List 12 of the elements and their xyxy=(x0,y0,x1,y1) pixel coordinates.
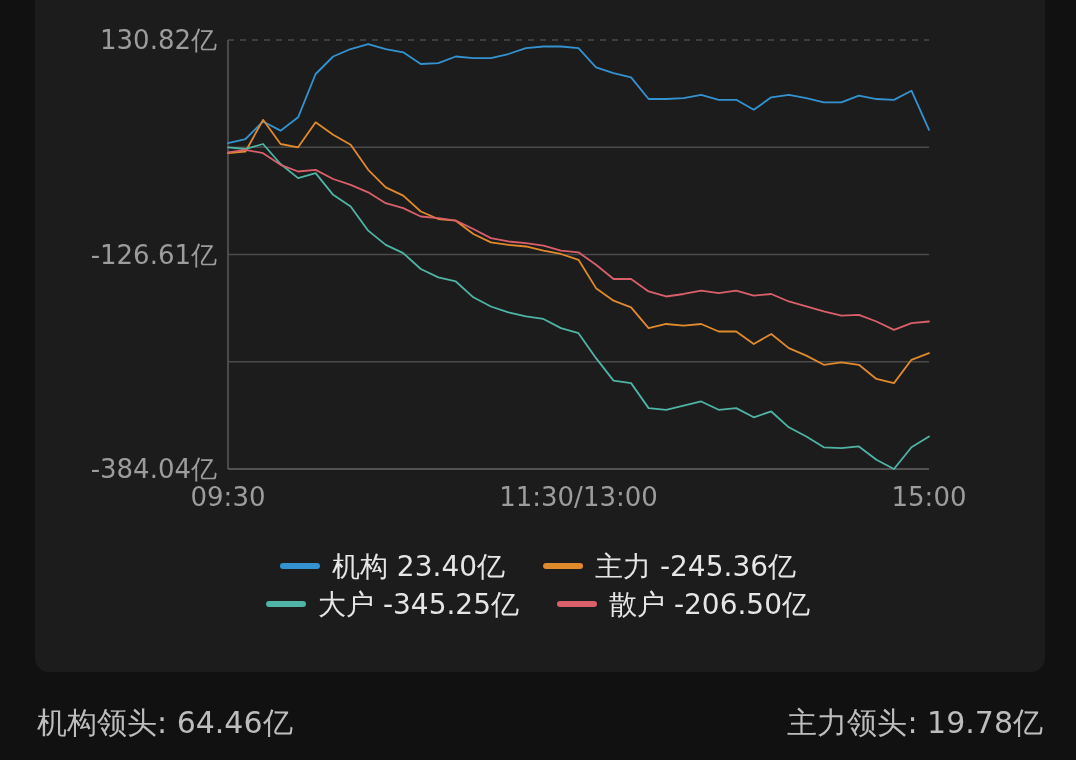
text: 主力领头: 19.78亿 xyxy=(787,705,1043,740)
x-tick-label: 15:00 xyxy=(891,482,967,512)
legend-label: 机构 23.40亿 xyxy=(331,550,506,583)
legend-label: 主力 -245.36亿 xyxy=(595,550,797,583)
legend-label: 散户 -206.50亿 xyxy=(609,588,810,621)
y-tick-label: -126.61亿 xyxy=(90,239,217,270)
x-tick-label: 09:30 xyxy=(190,482,266,512)
x-tick-label: 11:30/13:00 xyxy=(499,482,658,512)
y-tick-label: 130.82亿 xyxy=(100,25,217,55)
text: 机构领头: 64.46亿 xyxy=(37,705,293,740)
y-tick-label: -384.04亿 xyxy=(90,454,217,484)
legend-label: 大户 -345.25亿 xyxy=(318,588,519,621)
